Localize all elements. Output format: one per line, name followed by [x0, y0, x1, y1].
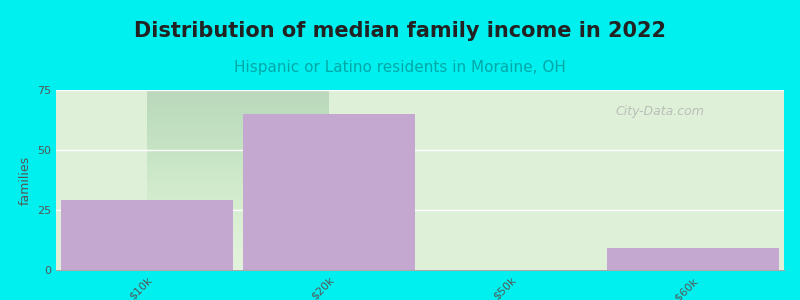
- Bar: [61, 200, 234, 270]
- Bar: [242, 114, 415, 270]
- Text: Distribution of median family income in 2022: Distribution of median family income in …: [134, 21, 666, 41]
- Text: City-Data.com: City-Data.com: [616, 105, 705, 118]
- Bar: [606, 248, 779, 270]
- Y-axis label: families: families: [18, 155, 31, 205]
- Text: Hispanic or Latino residents in Moraine, OH: Hispanic or Latino residents in Moraine,…: [234, 60, 566, 75]
